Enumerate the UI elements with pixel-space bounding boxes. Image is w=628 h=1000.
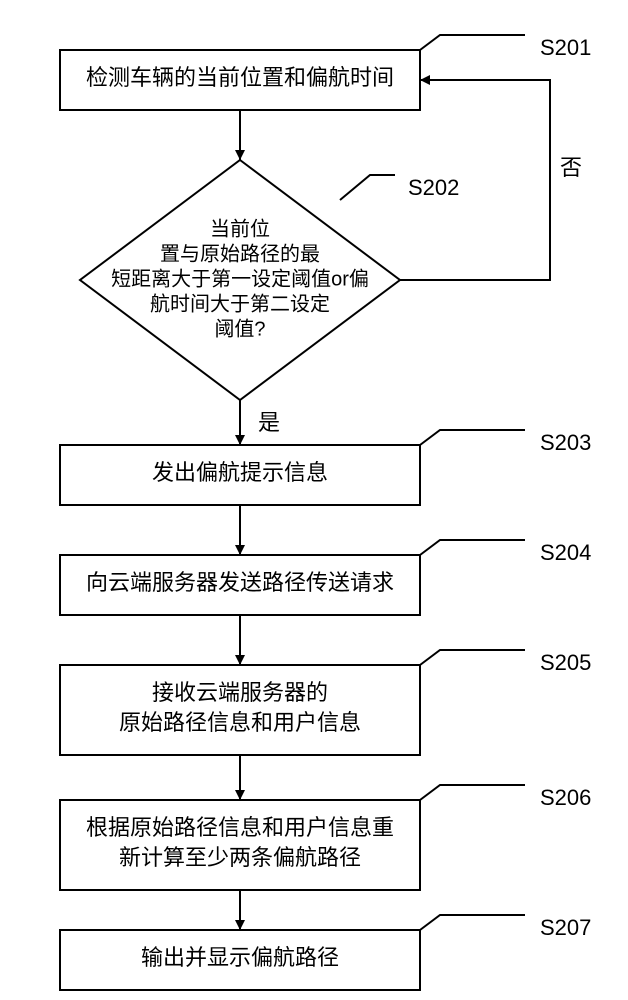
flowchart-canvas: 是否 检测车辆的当前位置和偏航时间当前位置与原始路径的最短距离大于第一设定阈值o… bbox=[0, 0, 628, 1000]
node-text: 接收云端服务器的 bbox=[152, 680, 328, 705]
label-leader bbox=[340, 175, 395, 200]
flow-node-s206: 根据原始路径信息和用户信息重新计算至少两条偏航路径 bbox=[60, 800, 420, 890]
step-label: S203 bbox=[540, 430, 591, 455]
node-text: 根据原始路径信息和用户信息重 bbox=[86, 815, 394, 840]
flow-node-s201: 检测车辆的当前位置和偏航时间 bbox=[60, 50, 420, 110]
edge-label: 否 bbox=[560, 155, 582, 180]
label-leader bbox=[420, 785, 525, 800]
step-label: S204 bbox=[540, 540, 591, 565]
step-label: S206 bbox=[540, 785, 591, 810]
label-leader bbox=[420, 540, 525, 555]
node-text: 阈值? bbox=[214, 318, 265, 341]
node-text: 新计算至少两条偏航路径 bbox=[119, 845, 361, 870]
edge-label: 是 bbox=[258, 410, 280, 435]
label-leader bbox=[420, 430, 525, 445]
node-text: 当前位 bbox=[210, 218, 270, 241]
flow-node-s204: 向云端服务器发送路径传送请求 bbox=[60, 555, 420, 615]
flow-node-s205: 接收云端服务器的原始路径信息和用户信息 bbox=[60, 665, 420, 755]
label-leader bbox=[420, 915, 525, 930]
label-leader bbox=[420, 650, 525, 665]
step-label: S207 bbox=[540, 915, 591, 940]
step-label: S202 bbox=[408, 175, 459, 200]
node-text: 航时间大于第二设定 bbox=[150, 293, 330, 316]
node-text: 短距离大于第一设定阈值or偏 bbox=[111, 268, 369, 291]
flow-node-s207: 输出并显示偏航路径 bbox=[60, 930, 420, 990]
node-text: 输出并显示偏航路径 bbox=[141, 945, 339, 970]
node-text: 向云端服务器发送路径传送请求 bbox=[86, 570, 394, 595]
flow-node-s203: 发出偏航提示信息 bbox=[60, 445, 420, 505]
step-label: S205 bbox=[540, 650, 591, 675]
step-label: S201 bbox=[540, 35, 591, 60]
node-text: 原始路径信息和用户信息 bbox=[119, 710, 361, 735]
node-text: 发出偏航提示信息 bbox=[152, 460, 328, 485]
label-leader bbox=[420, 35, 525, 50]
node-text: 检测车辆的当前位置和偏航时间 bbox=[86, 65, 394, 90]
flow-node-s202: 当前位置与原始路径的最短距离大于第一设定阈值or偏航时间大于第二设定阈值? bbox=[80, 160, 400, 400]
node-text: 置与原始路径的最 bbox=[160, 243, 320, 266]
